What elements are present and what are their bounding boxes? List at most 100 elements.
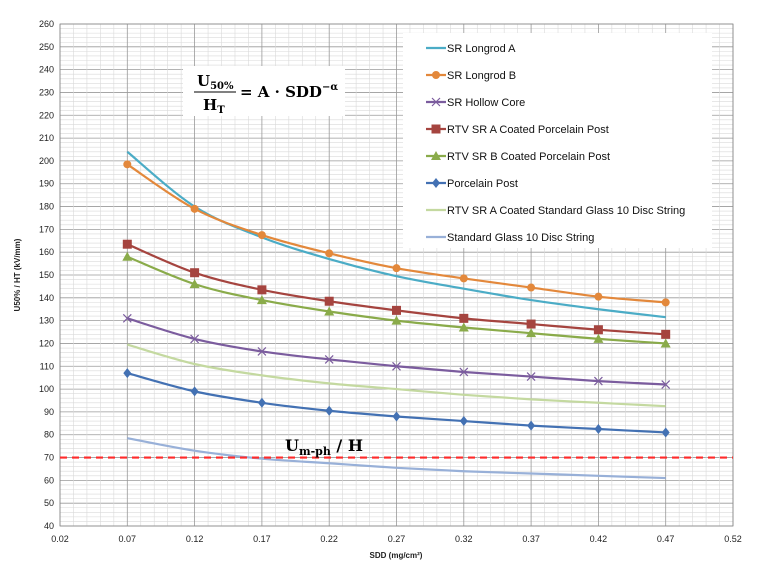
y-tick-label: 160 xyxy=(39,247,54,257)
data-point xyxy=(190,386,199,397)
x-tick-label: 0.02 xyxy=(51,534,69,544)
x-tick-label: 0.27 xyxy=(388,534,406,544)
x-tick-label: 0.17 xyxy=(253,534,271,544)
y-tick-label: 120 xyxy=(39,338,54,348)
y-tick-label: 50 xyxy=(44,498,54,508)
y-tick-label: 220 xyxy=(39,110,54,120)
y-tick-label: 150 xyxy=(39,270,54,280)
legend-label: Porcelain Post xyxy=(447,178,518,190)
formula-numerator: U xyxy=(197,72,210,90)
data-point xyxy=(122,313,132,323)
data-point xyxy=(190,204,199,213)
series-porcelain-post xyxy=(123,368,670,438)
data-point xyxy=(123,368,132,379)
y-tick-label: 170 xyxy=(39,224,54,234)
y-tick-label: 80 xyxy=(44,430,54,440)
series-rtv-sr-a-coated-standard-glass-10-disc-string xyxy=(126,343,666,408)
svg-text:U50%: U50% xyxy=(197,72,234,92)
y-tick-label: 140 xyxy=(39,293,54,303)
data-point xyxy=(458,322,469,332)
data-point xyxy=(324,296,334,306)
legend-label: SR Longrod A xyxy=(447,43,516,55)
data-point xyxy=(257,285,267,295)
svg-text:= A · SDD−α: = A · SDD−α xyxy=(240,82,338,101)
x-tick-label: 0.47 xyxy=(657,534,675,544)
x-tick-label: 0.52 xyxy=(724,534,742,544)
x-tick-label: 0.37 xyxy=(522,534,540,544)
legend-label: RTV SR A Coated Porcelain Post xyxy=(447,124,609,136)
series-sr-longrod-b xyxy=(123,160,670,307)
data-point xyxy=(526,328,537,338)
data-point xyxy=(594,424,603,435)
data-point xyxy=(459,416,468,427)
y-tick-label: 90 xyxy=(44,407,54,417)
y-tick-label: 190 xyxy=(39,179,54,189)
data-point xyxy=(392,411,401,422)
data-point xyxy=(661,298,670,307)
y-tick-label: 240 xyxy=(39,65,54,75)
data-point xyxy=(527,283,536,292)
legend-label: RTV SR B Coated Porcelain Post xyxy=(447,151,610,163)
formula-denominator: H xyxy=(203,96,217,114)
formula-rhs: = A · SDD xyxy=(240,83,322,101)
data-point xyxy=(325,405,334,416)
data-point xyxy=(190,268,200,278)
data-point xyxy=(661,329,671,339)
data-point xyxy=(593,333,604,343)
y-tick-label: 180 xyxy=(39,202,54,212)
legend-item: RTV SR B Coated Porcelain Post xyxy=(426,151,610,163)
x-tick-label: 0.42 xyxy=(590,534,608,544)
y-tick-label: 250 xyxy=(39,42,54,52)
data-point xyxy=(256,295,267,305)
tick-labels: 0.02 0.07 0.12 0.17 0.22 0.27 0.32 0.37 0.42 0.47… xyxy=(39,19,742,544)
series-line xyxy=(127,437,666,480)
legend-item: SR Hollow Core xyxy=(426,97,525,109)
data-point xyxy=(526,372,536,381)
legend-label: SR Longrod B xyxy=(447,70,516,82)
series-standard-glass-10-disc-string xyxy=(127,437,666,480)
y-tick-label: 110 xyxy=(40,361,54,371)
data-point xyxy=(392,264,401,273)
legend-item: RTV SR A Coated Porcelain Post xyxy=(426,124,609,136)
legend-label: SR Hollow Core xyxy=(447,97,525,109)
y-tick-label: 40 xyxy=(44,521,54,531)
data-point xyxy=(526,319,536,329)
y-tick-label: 230 xyxy=(39,87,54,97)
x-tick-label: 0.07 xyxy=(119,534,137,544)
data-point xyxy=(123,160,132,169)
data-point xyxy=(257,347,267,356)
series-rtv-sr-b-coated-porcelain-post xyxy=(122,251,671,348)
legend: SR Longrod A SR Longrod B SR Hollow Core RT… xyxy=(403,33,712,248)
data-point xyxy=(594,292,603,301)
data-point xyxy=(660,338,671,348)
data-point xyxy=(431,124,441,134)
legend-item: Standard Glass 10 Disc String xyxy=(426,232,594,244)
y-tick-label: 100 xyxy=(39,384,54,394)
data-point xyxy=(661,380,671,389)
y-tick-label: 60 xyxy=(44,475,54,485)
series-sr-hollow-core xyxy=(122,313,671,389)
series-rtv-sr-a-coated-porcelain-post xyxy=(122,239,671,339)
data-point xyxy=(325,249,334,258)
x-tick-label: 0.22 xyxy=(320,534,338,544)
svg-text:HT: HT xyxy=(203,96,225,116)
reference-line-label: Um-ph / H xyxy=(285,436,363,458)
y-tick-label: 210 xyxy=(39,133,54,143)
data-point xyxy=(324,306,335,316)
data-point xyxy=(459,367,469,377)
data-point xyxy=(431,97,441,107)
series-layer xyxy=(122,150,671,480)
y-tick-label: 260 xyxy=(39,19,54,29)
data-point xyxy=(661,427,670,438)
legend-item: SR Longrod B xyxy=(426,70,516,82)
legend-label: RTV SR A Coated Standard Glass 10 Disc S… xyxy=(447,205,685,217)
y-tick-label: 70 xyxy=(44,453,54,463)
data-point xyxy=(459,313,469,323)
formula-box: U50% HT = A · SDD−α xyxy=(183,66,345,116)
legend-item: SR Longrod A xyxy=(426,43,516,55)
data-point xyxy=(432,178,440,188)
x-tick-label: 0.32 xyxy=(455,534,473,544)
data-point xyxy=(593,325,603,335)
data-point xyxy=(257,231,266,240)
